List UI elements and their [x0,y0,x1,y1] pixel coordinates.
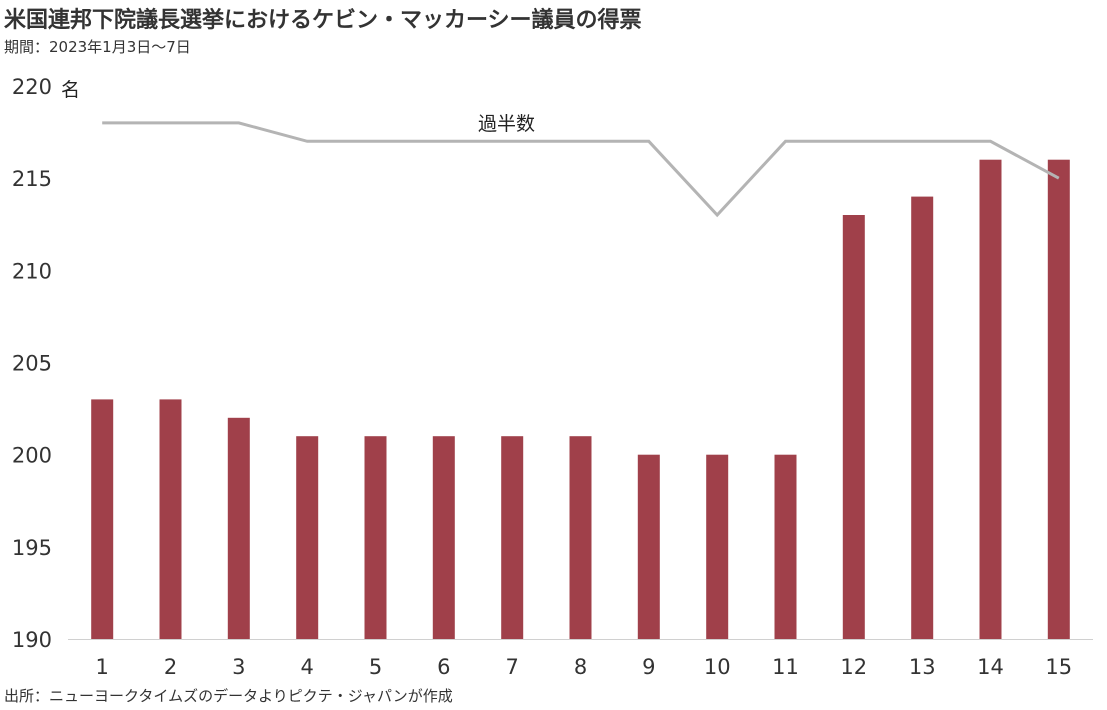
vote-bar-7 [501,436,524,639]
chart-subtitle: 期間：2023年1月3日～7日 [4,38,191,56]
source-note: 出所：ニューヨークタイムズのデータよりピクテ・ジャパンが作成 [4,687,453,705]
vote-bar-8 [569,436,592,639]
chart-title: 米国連邦下院議長選挙におけるケビン・マッカーシー議員の得票 [4,8,642,33]
x-tick-label: 8 [574,655,587,679]
vote-bar-15 [1047,159,1070,639]
x-tick-label: 6 [437,655,450,679]
line-layer [102,121,1060,218]
x-tick-label: 9 [642,655,655,679]
vote-bar-13 [911,196,934,639]
x-tick-label: 13 [909,655,936,679]
vote-bar-1 [91,399,114,639]
y-tick-label: 215 [12,167,52,191]
x-tick-label: 3 [232,655,245,679]
majority-line [102,121,1060,218]
vote-bar-4 [296,436,319,639]
y-axis-unit-label: 名 [61,79,80,101]
vote-bar-11 [774,454,797,639]
y-tick-label: 190 [12,628,52,652]
y-tick-label: 195 [12,536,52,560]
vote-bar-12 [842,215,865,639]
vote-bar-6 [432,436,455,639]
x-tick-label: 2 [164,655,177,679]
axis-layer: 1 2 3 4 5 6 7 8 9 10 11 12 13 14 151901952002052102152… [12,75,1093,679]
x-tick-label: 5 [369,655,382,679]
vote-bar-14 [979,159,1002,639]
x-tick-label: 7 [506,655,519,679]
x-tick-label: 4 [301,655,314,679]
y-tick-label: 200 [12,444,52,468]
vote-bar-10 [706,454,729,639]
majority-line-label: 過半数 [478,113,535,135]
bars-layer [91,159,1070,639]
x-tick-label: 12 [840,655,867,679]
vote-bar-2 [159,399,182,639]
y-tick-label: 220 [12,75,52,99]
x-tick-label: 1 [96,655,109,679]
x-tick-label: 14 [977,655,1004,679]
vote-bar-5 [364,436,387,639]
vote-bar-3 [227,417,250,639]
x-tick-label: 11 [772,655,799,679]
vote-bar-9 [637,454,660,639]
x-tick-label: 15 [1045,655,1072,679]
x-tick-label: 10 [704,655,731,679]
y-tick-label: 205 [12,352,52,376]
y-tick-label: 210 [12,259,52,283]
